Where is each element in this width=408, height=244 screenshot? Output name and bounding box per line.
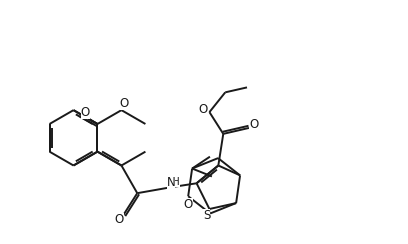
Text: H: H: [172, 177, 180, 187]
Text: N: N: [166, 176, 175, 189]
Text: O: O: [120, 97, 129, 110]
Text: O: O: [184, 198, 193, 211]
Text: O: O: [198, 103, 207, 116]
Text: O: O: [81, 106, 90, 119]
Text: O: O: [115, 213, 124, 226]
Text: O: O: [249, 119, 259, 132]
Text: S: S: [203, 209, 210, 223]
